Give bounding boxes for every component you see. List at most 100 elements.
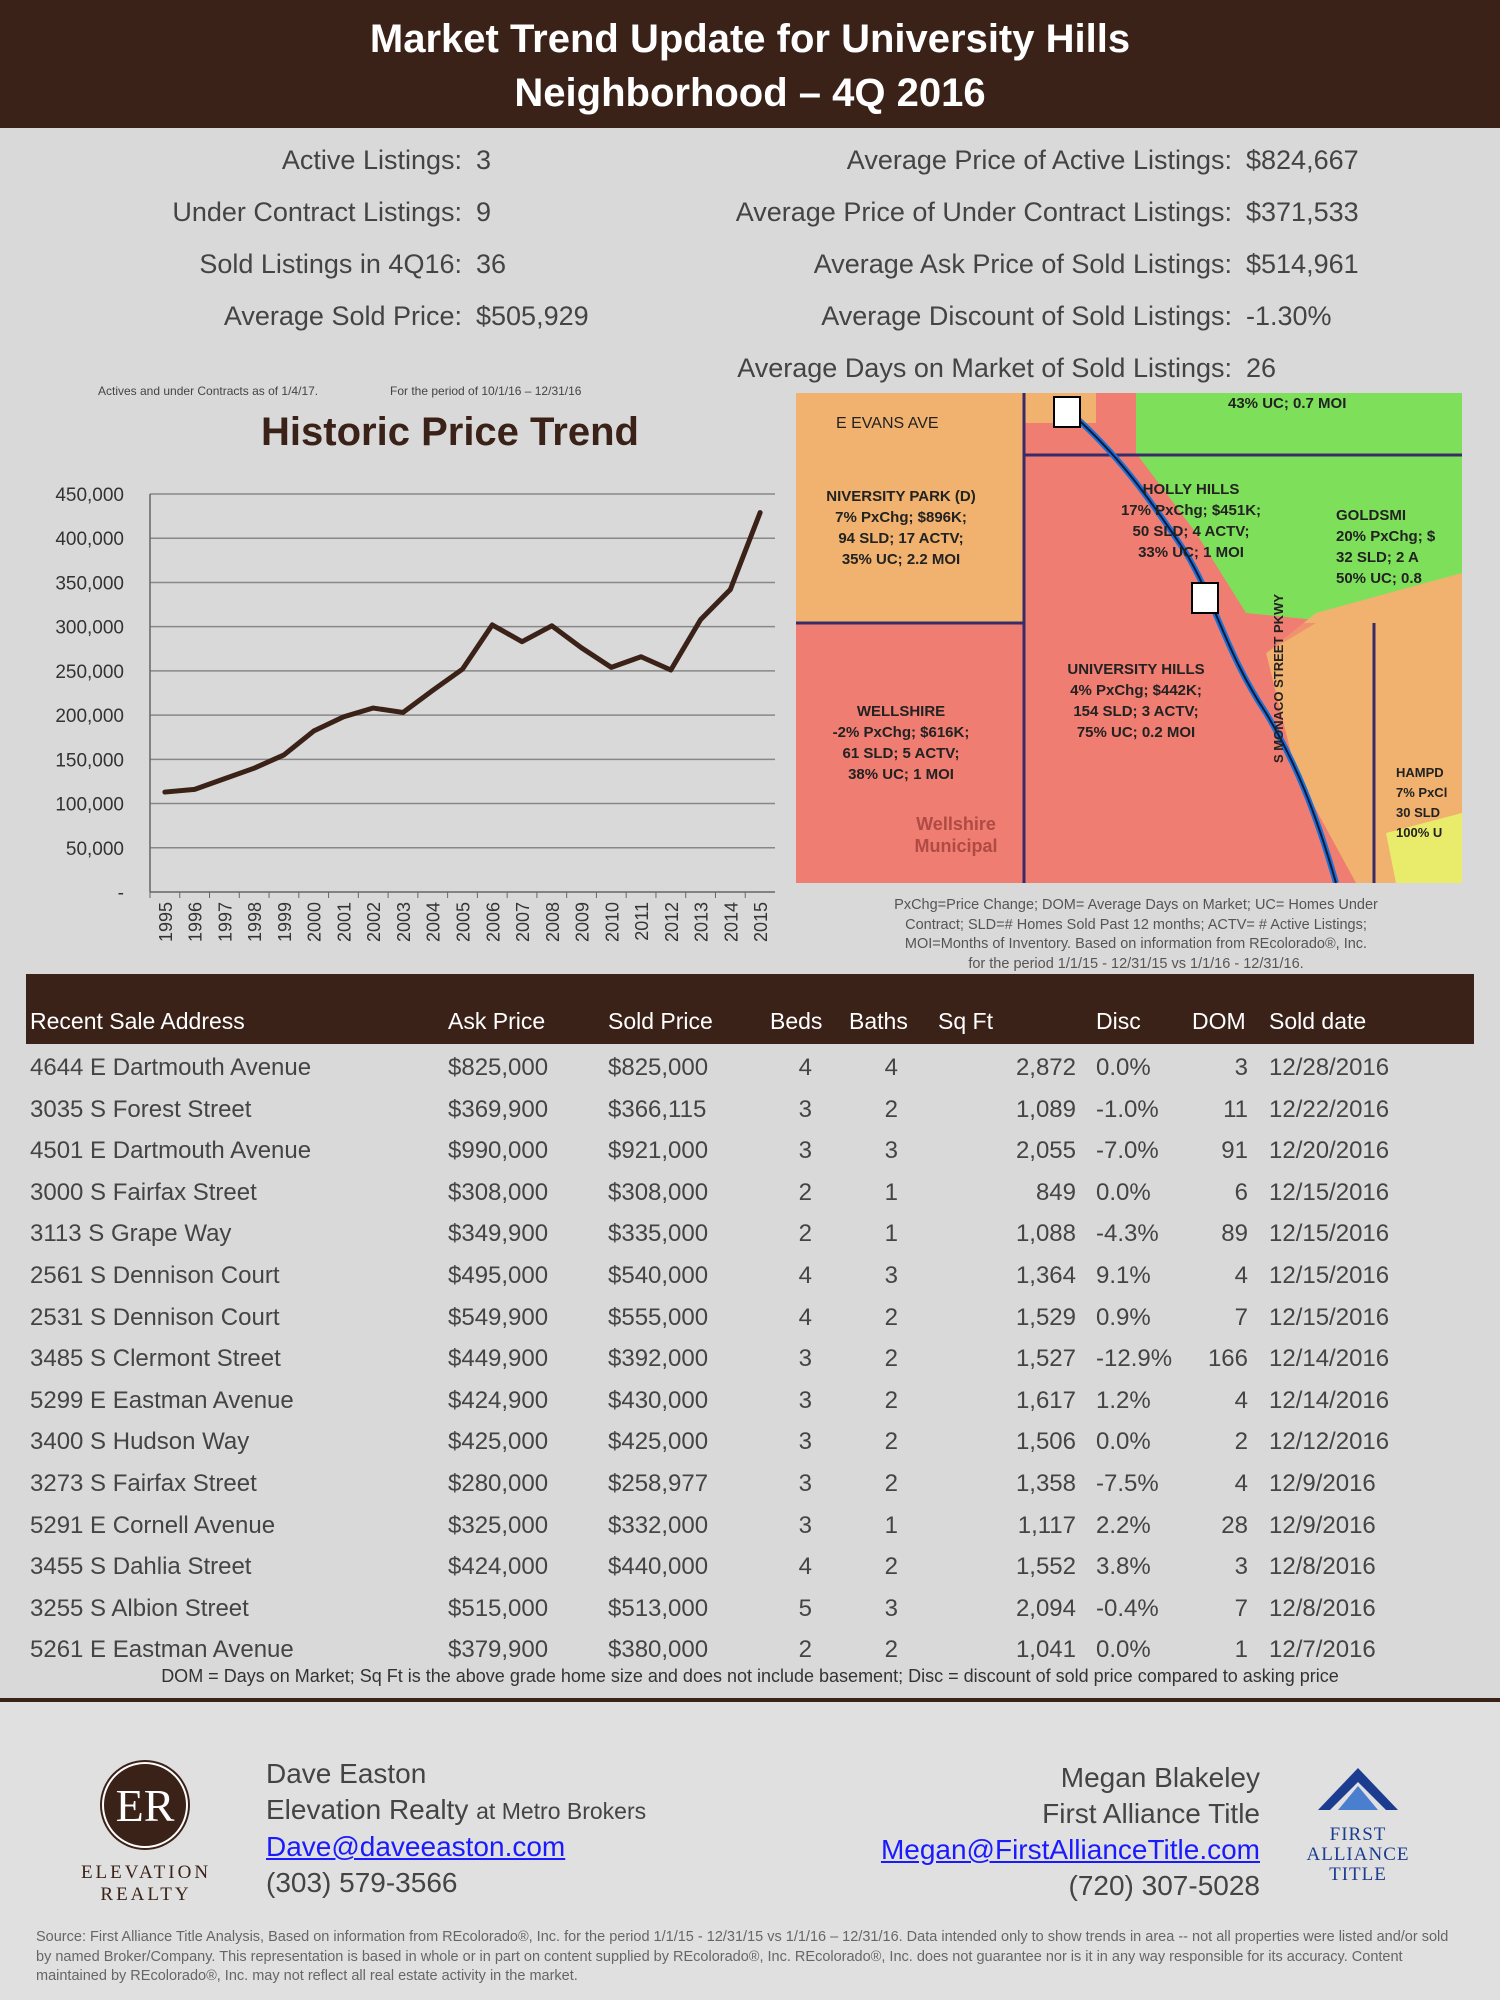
data-point [222,776,227,781]
x-tick-label: 1997 [215,902,235,942]
cell-date: 12/9/2016 [1269,1469,1376,1497]
cell-beds: 3 [798,1345,812,1373]
house-roof-icon [1318,1768,1398,1810]
data-point [311,729,316,734]
price-series-line [162,510,763,795]
cell-disc: -7.0% [1096,1137,1159,1165]
col-dom: DOM [1192,1008,1246,1034]
cell-beds: 4 [798,1303,812,1331]
cell-baths: 2 [884,1636,898,1664]
cell-ask: $449,900 [448,1345,549,1373]
data-point [639,654,644,659]
station-icon-2 [1191,582,1219,614]
cell-disc: -7.5% [1096,1469,1159,1497]
table-row: 5299 E Eastman Avenue $424,900 $430,000 3 2 1… [26,1381,1474,1423]
cell-date: 12/7/2016 [1269,1636,1376,1664]
cell-address: 5261 E Eastman Avenue [30,1636,294,1664]
elevation-realty-wordmark: ELEVATION REALTY [80,1862,212,1905]
cell-disc: -4.3% [1096,1220,1159,1248]
x-tick-label: 2013 [692,902,712,942]
map-street-monaco: S MONACO STREET PKWY [1271,593,1286,763]
cell-date: 12/20/2016 [1269,1137,1390,1165]
cell-dom: 91 [1221,1137,1248,1165]
cell-date: 12/9/2016 [1269,1511,1376,1539]
cell-dom: 89 [1221,1220,1248,1248]
cell-baths: 2 [884,1386,898,1414]
price-trend-chart: - 50,000 100,000 150,000 200,000 250,000 300,0… [55,485,775,942]
cell-beds: 4 [798,1553,812,1581]
cell-baths: 2 [884,1469,898,1497]
cell-baths: 3 [884,1594,898,1622]
cell-address: 5299 E Eastman Avenue [30,1386,294,1414]
cell-dom: 11 [1223,1095,1248,1123]
cell-beds: 2 [798,1636,812,1664]
neighborhood-map: E EVANS AVE 43% UC; 0.7 MOI NIVERSITY PA… [796,393,1462,883]
cell-disc: 0.0% [1096,1054,1151,1081]
agent-email-link[interactable]: Dave@daveeaston.com [266,1831,566,1862]
map-label-wellshire: WELLSHIRE -2% PxChg; $616K; 61 SLD; 5 ACTV… [832,703,970,783]
cell-baths: 2 [884,1345,898,1373]
cell-disc: 0.0% [1096,1636,1151,1664]
stat-under-contract: Under Contract Listings: 9 [172,197,492,227]
cell-sold: $430,000 [608,1386,709,1414]
cell-dom: 1 [1234,1636,1248,1664]
cell-address: 4644 E Dartmouth Avenue [30,1054,312,1081]
cell-disc: 1.2% [1096,1386,1151,1414]
cell-dom: 7 [1234,1594,1248,1622]
cell-ask: $349,900 [448,1220,549,1248]
cell-ask: $424,900 [448,1386,549,1414]
x-tick-label: 2006 [483,902,503,942]
first-alliance-word2: TITLE [1329,1864,1387,1885]
y-tick-label: 250,000 [55,662,124,683]
x-tick-label: 2008 [543,902,563,942]
cell-date: 12/22/2016 [1269,1095,1390,1123]
station-icon-1 [1053,396,1081,428]
cell-ask: $424,000 [448,1553,549,1581]
cell-beds: 5 [798,1594,812,1622]
data-point [192,787,197,792]
cell-date: 12/12/2016 [1269,1428,1390,1456]
cell-sqft: 1,117 [1017,1511,1076,1539]
cell-beds: 3 [798,1386,812,1414]
agent-company-suffix: at Metro Brokers [476,1798,647,1824]
data-point [549,623,554,628]
col-sqft: Sq Ft [938,1008,993,1034]
col-address: Recent Sale Address [30,1008,245,1034]
data-point [371,706,376,711]
agent-name: Dave Easton [266,1758,427,1789]
footer [0,1702,1500,2000]
y-tick-label: 50,000 [66,839,124,860]
cell-baths: 2 [884,1303,898,1331]
agent-company: Elevation Realty [266,1794,469,1825]
cell-baths: 1 [884,1220,898,1248]
cell-sqft: 2,094 [1015,1594,1076,1622]
cell-sqft: 1,364 [1015,1261,1076,1289]
cell-dom: 2 [1234,1428,1248,1456]
x-tick-label: 2007 [513,902,533,942]
cell-address: 2561 S Dennison Court [30,1261,280,1289]
map-label-university-hills: UNIVERSITY HILLS 4% PxChg; $442K; 154 SLD;… [1067,661,1205,741]
cell-date: 12/8/2016 [1269,1553,1376,1581]
table-row: 3113 S Grape Way $349,900 $335,000 2 1 1,088-… [26,1214,1474,1256]
cell-baths: 1 [884,1511,898,1539]
y-tick-label: - [118,883,124,904]
cell-date: 12/15/2016 [1269,1303,1390,1331]
map-street-evans: E EVANS AVE [836,415,939,432]
cell-baths: 3 [884,1261,898,1289]
cell-address: 3273 S Fairfax Street [30,1469,257,1497]
title-rep-email-link[interactable]: Megan@FirstAllianceTitle.com [880,1834,1260,1865]
x-tick-label: 2005 [454,902,474,942]
stat-active-listings: Active Listings: 3 [281,145,492,175]
er-logo-mark: ER [102,1762,188,1848]
y-tick-label: 400,000 [55,529,124,550]
data-point [341,714,346,719]
cell-sqft: 2,872 [1015,1054,1076,1081]
stat-sold-listings: Sold Listings in 4Q16: 36 [199,249,507,279]
cell-disc: 0.0% [1096,1178,1151,1206]
cell-ask: $990,000 [448,1137,549,1165]
cell-ask: $515,000 [448,1594,549,1622]
cell-address: 4501 E Dartmouth Avenue [30,1137,312,1165]
cell-beds: 2 [798,1220,812,1248]
cell-dom: 3 [1234,1553,1248,1581]
data-point [281,752,286,757]
